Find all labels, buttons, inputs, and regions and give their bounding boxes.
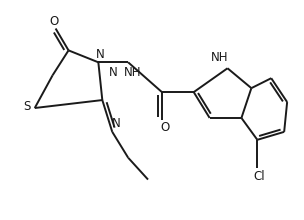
Text: O: O — [160, 121, 170, 134]
Text: N: N — [96, 48, 105, 61]
Text: Cl: Cl — [254, 170, 265, 183]
Text: NH: NH — [211, 51, 228, 64]
Text: O: O — [49, 15, 58, 28]
Text: S: S — [23, 99, 30, 112]
Text: N: N — [112, 117, 121, 130]
Text: N: N — [109, 66, 118, 79]
Text: NH: NH — [124, 66, 142, 79]
